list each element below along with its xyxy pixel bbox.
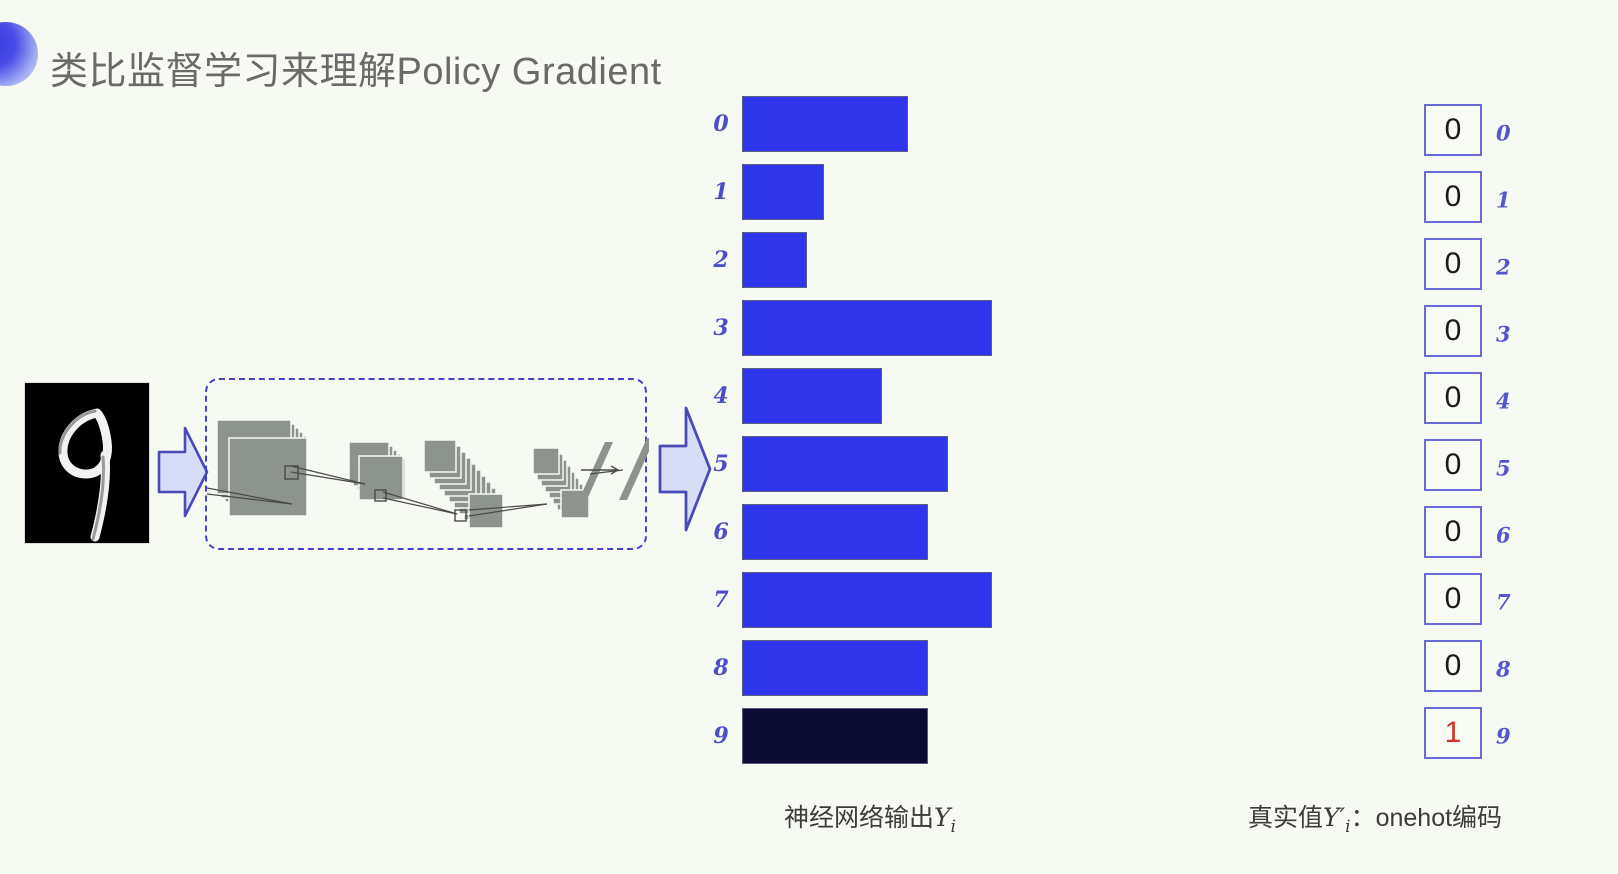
onehot-row: 0 4 — [1420, 372, 1560, 430]
onehot-row: 1 9 — [1420, 707, 1560, 765]
bar-rect-6 — [742, 504, 928, 560]
onehot-row: 0 2 — [1420, 238, 1560, 296]
onehot-box-9: 1 — [1424, 707, 1482, 759]
bar-rect-5 — [742, 436, 948, 492]
bar-row: 9 — [700, 708, 1040, 764]
bar-row: 2 — [700, 232, 1040, 288]
onehot-row: 0 5 — [1420, 439, 1560, 497]
onehot-box-2: 0 — [1424, 238, 1482, 290]
caption-symbol: Y — [934, 803, 951, 832]
onehot-box-1: 0 — [1424, 171, 1482, 223]
page-title: 类比监督学习来理解Policy Gradient — [50, 51, 662, 93]
onehot-encoding-column: 0 0 0 1 0 2 0 3 0 4 0 5 0 6 0 7 0 8 1 9 — [1420, 104, 1560, 776]
onehot-row: 0 3 — [1420, 305, 1560, 363]
bar-label: 2 — [713, 247, 729, 273]
bar-rect-7 — [742, 572, 992, 628]
onehot-index-1: 1 — [1496, 187, 1511, 213]
onehot-index-7: 7 — [1496, 589, 1511, 615]
caption-subscript: i — [950, 817, 956, 837]
caption-symbol: Y′ — [1322, 803, 1346, 832]
arrow-input-to-network — [157, 426, 209, 518]
bar-rect-2 — [742, 232, 807, 288]
bar-row: 7 — [700, 572, 1040, 628]
bar-rect-1 — [742, 164, 824, 220]
onehot-index-5: 5 — [1496, 455, 1511, 481]
onehot-box-6: 0 — [1424, 506, 1482, 558]
cnn-architecture-illustration — [207, 419, 649, 529]
onehot-index-0: 0 — [1496, 120, 1511, 146]
onehot-index-8: 8 — [1496, 656, 1511, 682]
bar-row: 1 — [700, 164, 1040, 220]
bar-row: 5 — [700, 436, 1040, 492]
onehot-box-8: 0 — [1424, 640, 1482, 692]
onehot-box-5: 0 — [1424, 439, 1482, 491]
bar-label: 4 — [713, 383, 729, 409]
bar-rect-9 — [742, 708, 928, 764]
onehot-box-4: 0 — [1424, 372, 1482, 424]
arrow-network-to-output — [658, 406, 712, 532]
bar-label: 1 — [713, 179, 729, 205]
bar-label: 8 — [713, 655, 729, 681]
onehot-row: 0 0 — [1420, 104, 1560, 162]
onehot-index-2: 2 — [1496, 254, 1511, 280]
onehot-index-4: 4 — [1496, 388, 1511, 414]
bar-row: 0 — [700, 96, 1040, 152]
onehot-index-3: 3 — [1496, 321, 1511, 347]
bar-label: 3 — [713, 315, 729, 341]
caption-text: 真实值 — [1247, 804, 1323, 832]
onehot-row: 0 1 — [1420, 171, 1560, 229]
onehot-box-7: 0 — [1424, 573, 1482, 625]
bar-label: 5 — [713, 451, 729, 477]
network-output-caption: 神经网络输出Yi — [640, 798, 1100, 837]
bar-label: 9 — [713, 723, 729, 749]
bar-label: 7 — [713, 587, 729, 613]
onehot-box-3: 0 — [1424, 305, 1482, 357]
bar-rect-3 — [742, 300, 992, 356]
handwritten-digit-nine — [25, 383, 149, 543]
onehot-index-9: 9 — [1496, 723, 1511, 749]
caption-suffix: ：onehot编码 — [1350, 804, 1503, 832]
bar-rect-4 — [742, 368, 882, 424]
caption-subscript: i — [1345, 817, 1351, 837]
truth-value-caption: 真实值Y′i：onehot编码 — [1140, 798, 1610, 837]
decorative-corner-circle — [0, 22, 38, 86]
mnist-input-image — [24, 382, 150, 544]
bar-row: 6 — [700, 504, 1040, 560]
bar-rect-0 — [742, 96, 908, 152]
bar-row: 3 — [700, 300, 1040, 356]
onehot-index-6: 6 — [1496, 522, 1511, 548]
bar-label: 0 — [713, 111, 729, 137]
onehot-row: 0 8 — [1420, 640, 1560, 698]
bar-row: 4 — [700, 368, 1040, 424]
bar-row: 8 — [700, 640, 1040, 696]
onehot-row: 0 6 — [1420, 506, 1560, 564]
onehot-box-0: 0 — [1424, 104, 1482, 156]
network-output-bar-chart: 0 1 2 3 4 5 6 7 8 9 — [700, 96, 1040, 776]
caption-text: 神经网络输出 — [784, 804, 935, 832]
bar-label: 6 — [713, 519, 729, 545]
cnn-network-box — [205, 378, 649, 550]
bar-rect-8 — [742, 640, 928, 696]
onehot-row: 0 7 — [1420, 573, 1560, 631]
